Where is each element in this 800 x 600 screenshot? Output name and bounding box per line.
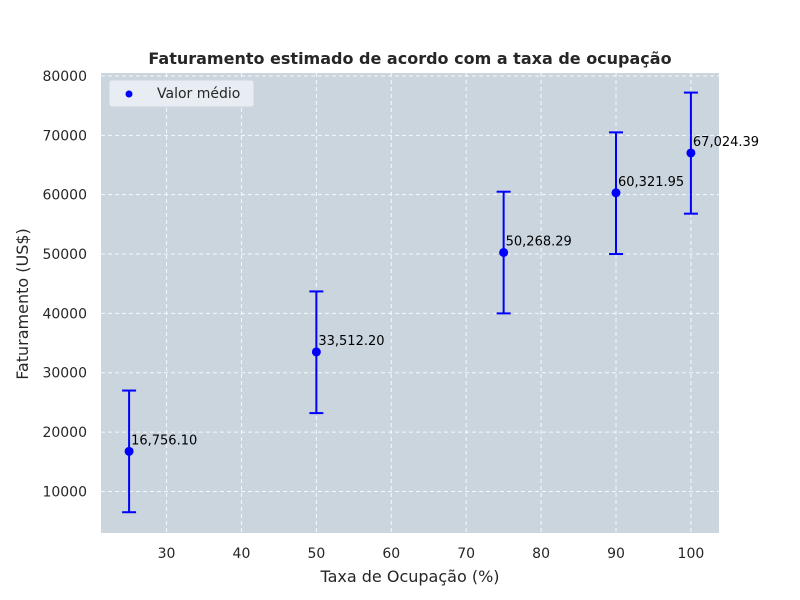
- legend-label: Valor médio: [157, 86, 240, 102]
- data-point: [499, 247, 509, 257]
- x-tick-label: 80: [532, 546, 550, 562]
- y-tick-label: 40000: [42, 306, 87, 322]
- plot-area: [101, 73, 719, 533]
- x-tick-label: 60: [382, 546, 400, 562]
- x-tick-label: 40: [233, 546, 251, 562]
- y-tick-label: 60000: [42, 188, 87, 204]
- legend: Valor médio: [108, 79, 255, 108]
- data-point: [124, 446, 134, 456]
- x-tick-label: 50: [307, 546, 325, 562]
- y-axis-title: Faturamento (US$): [13, 228, 32, 380]
- data-label: 50,268.29: [506, 234, 572, 249]
- legend-marker: [125, 90, 133, 98]
- x-tick-label: 90: [607, 546, 625, 562]
- data-label: 33,512.20: [318, 334, 384, 349]
- data-point: [686, 148, 696, 158]
- data-label: 60,321.95: [618, 175, 684, 190]
- x-axis-title: Taxa de Ocupação (%): [319, 567, 499, 586]
- y-tick-label: 50000: [42, 247, 87, 263]
- data-label: 67,024.39: [693, 135, 759, 150]
- y-tick-label: 20000: [42, 425, 87, 441]
- data-label: 16,756.10: [131, 433, 197, 448]
- data-marks: 16,756.10 33,512.20 50,268.29 60,321.95 67,0…: [122, 91, 759, 514]
- data-point: [611, 188, 621, 198]
- x-tick-label: 70: [457, 546, 475, 562]
- x-tick-label: 30: [158, 546, 176, 562]
- chart-title: Faturamento estimado de acordo com a tax…: [148, 49, 671, 68]
- x-axis-ticks: 30 40 50 60 70 80 90 100: [158, 546, 705, 562]
- data-point: [311, 347, 321, 357]
- legend-box: [108, 79, 255, 108]
- y-tick-label: 30000: [42, 366, 87, 382]
- x-tick-label: 100: [678, 546, 705, 562]
- y-tick-label: 80000: [42, 69, 87, 85]
- y-tick-label: 10000: [42, 484, 87, 500]
- y-axis-ticks: 10000 20000 30000 40000 50000 60000 70000 80000: [42, 69, 87, 500]
- y-tick-label: 70000: [42, 128, 87, 144]
